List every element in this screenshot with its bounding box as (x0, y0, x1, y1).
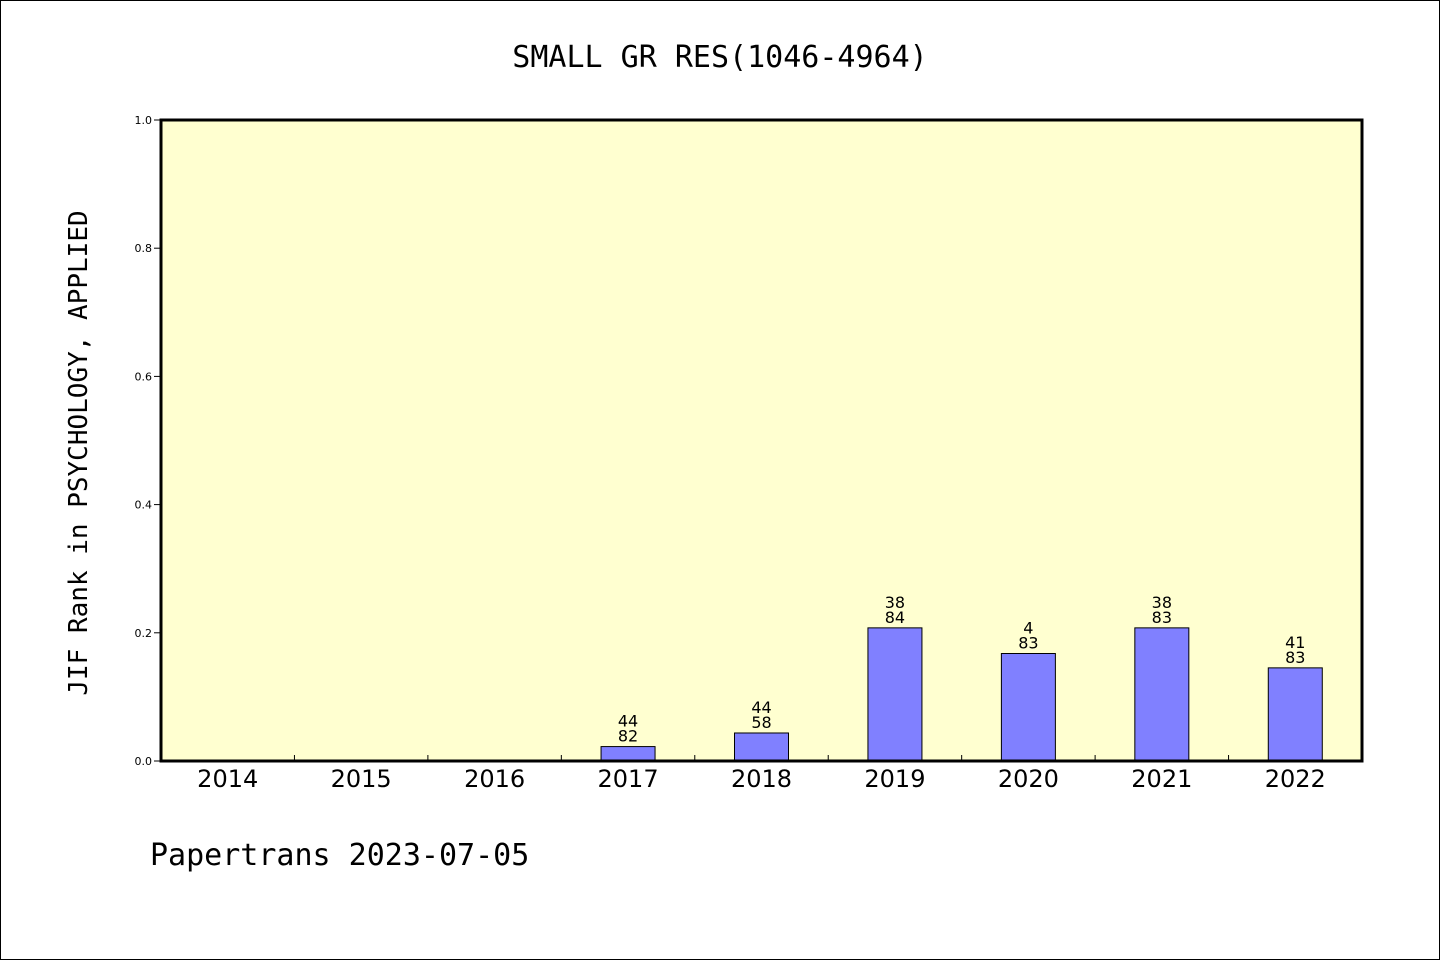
bar-2019 (867, 627, 923, 762)
data-label-rank: 4 (1023, 619, 1033, 638)
x-tick-label: 2016 (464, 765, 525, 793)
data-label-rank: 44 (751, 698, 771, 717)
x-tick-label: 2022 (1265, 765, 1326, 793)
data-label-total: 84 (885, 608, 905, 627)
bar-2018 (734, 732, 789, 762)
y-tick-label: 0.6 (135, 370, 153, 383)
y-tick-label: 1.0 (135, 114, 153, 127)
data-label-rank: 38 (1152, 593, 1172, 612)
data-label-total: 83 (1285, 648, 1305, 667)
x-tick-label: 2017 (598, 765, 659, 793)
y-tick-label: 0.4 (135, 499, 153, 512)
footer-text: Papertrans 2023-07-05 (150, 838, 529, 873)
y-tick-label: 0.8 (135, 242, 153, 255)
x-tick-label: 2014 (197, 765, 258, 793)
bar-2020 (1000, 653, 1056, 762)
y-tick-label: 0.2 (135, 627, 153, 640)
x-tick-label: 2015 (331, 765, 392, 793)
chart-title: SMALL GR RES(1046-4964) (512, 40, 927, 75)
data-label-total: 83 (1018, 634, 1038, 653)
bar-2022 (1267, 667, 1323, 762)
bars-layer (600, 627, 1323, 762)
bar-2021 (1134, 627, 1190, 762)
data-label-rank: 44 (618, 712, 638, 731)
ticks-layer: 0.0 0.2 0.4 0.6 0.8 1.0 2014 2015 2016 2017 2018 20… (135, 114, 1326, 793)
x-tick-label: 2021 (1131, 765, 1192, 793)
x-tick-label: 2019 (864, 765, 925, 793)
data-label-total: 83 (1152, 608, 1172, 627)
plot-border (159, 118, 1364, 763)
x-tick-label: 2020 (998, 765, 1059, 793)
y-axis-label: JIF Rank in PSYCHOLOGY, APPLIED (64, 210, 94, 695)
data-label-rank: 41 (1285, 633, 1305, 652)
data-label-rank: 38 (885, 593, 905, 612)
bar-2017 (600, 746, 656, 762)
data-label-total: 58 (751, 713, 771, 732)
data-label-total: 82 (618, 727, 638, 746)
y-tick-label: 0.0 (135, 755, 153, 768)
x-tick-label: 2018 (731, 765, 792, 793)
